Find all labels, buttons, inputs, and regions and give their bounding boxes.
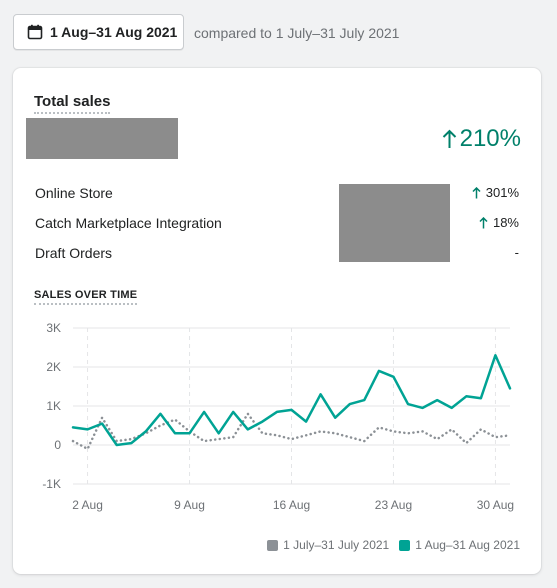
arrow-up-icon bbox=[442, 129, 456, 148]
x-tick-label: 9 Aug bbox=[174, 498, 205, 512]
series-line-current bbox=[71, 354, 512, 447]
comparison-text: compared to 1 July–31 July 2021 bbox=[194, 25, 400, 41]
channel-name: Draft Orders bbox=[35, 245, 113, 261]
channel-row-draft-orders: Draft Orders - bbox=[35, 245, 519, 265]
y-tick-label: 2K bbox=[46, 360, 61, 374]
growth-percentage: 210% bbox=[442, 125, 521, 153]
sales-over-time-chart: 3K 2K 1K 0 -1K 2 Aug 9 Aug 16 Aug 23 Aug 30 Aug bbox=[42, 321, 514, 512]
legend-label: 1 Aug–31 Aug 2021 bbox=[415, 538, 520, 552]
growth-value: 210% bbox=[459, 125, 521, 152]
y-tick-label: 3K bbox=[46, 321, 61, 335]
redacted-channel-values bbox=[339, 184, 450, 262]
section-title[interactable]: SALES OVER TIME bbox=[34, 289, 138, 305]
channel-row-online-store: Online Store 301% bbox=[35, 185, 519, 205]
calendar-icon bbox=[27, 24, 43, 40]
date-range-button[interactable]: 1 Aug–31 Aug 2021 bbox=[13, 14, 184, 50]
channel-change-value: 18% bbox=[492, 215, 519, 230]
y-tick-label: -1K bbox=[42, 477, 61, 491]
channel-name: Catch Marketplace Integration bbox=[35, 215, 222, 231]
x-tick-label: 16 Aug bbox=[273, 498, 310, 512]
arrow-up-icon bbox=[479, 216, 488, 228]
y-axis-labels: 3K 2K 1K 0 -1K bbox=[42, 321, 61, 491]
x-axis-labels: 2 Aug 9 Aug 16 Aug 23 Aug 30 Aug bbox=[72, 498, 514, 512]
redacted-total-value bbox=[26, 118, 178, 159]
legend-item-previous[interactable]: 1 July–31 July 2021 bbox=[267, 538, 389, 552]
card-title[interactable]: Total sales bbox=[34, 93, 111, 114]
arrow-up-icon bbox=[472, 186, 481, 198]
y-tick-label: 1K bbox=[46, 399, 61, 413]
channel-change: 301% bbox=[472, 185, 519, 200]
total-sales-card: Total sales 210% Online Store 301% Catch… bbox=[13, 68, 541, 574]
chart-legend: 1 July–31 July 2021 1 Aug–31 Aug 2021 bbox=[257, 538, 520, 552]
chart-grid bbox=[73, 327, 510, 485]
channel-change: 18% bbox=[479, 215, 519, 230]
channel-change-value: 301% bbox=[485, 185, 519, 200]
chart-lines bbox=[71, 354, 512, 451]
channel-row-catch-marketplace: Catch Marketplace Integration 18% bbox=[35, 215, 519, 235]
date-range-label: 1 Aug–31 Aug 2021 bbox=[50, 24, 178, 40]
y-tick-label: 0 bbox=[54, 438, 61, 452]
x-tick-label: 30 Aug bbox=[477, 498, 514, 512]
channel-name: Online Store bbox=[35, 185, 113, 201]
x-tick-label: 2 Aug bbox=[72, 498, 103, 512]
x-tick-label: 23 Aug bbox=[375, 498, 412, 512]
channel-change: - bbox=[515, 245, 519, 260]
legend-label: 1 July–31 July 2021 bbox=[283, 538, 390, 552]
legend-swatch bbox=[399, 539, 411, 551]
channel-change-value: - bbox=[514, 245, 519, 260]
legend-swatch bbox=[267, 539, 279, 551]
legend-item-current[interactable]: 1 Aug–31 Aug 2021 bbox=[399, 538, 520, 552]
